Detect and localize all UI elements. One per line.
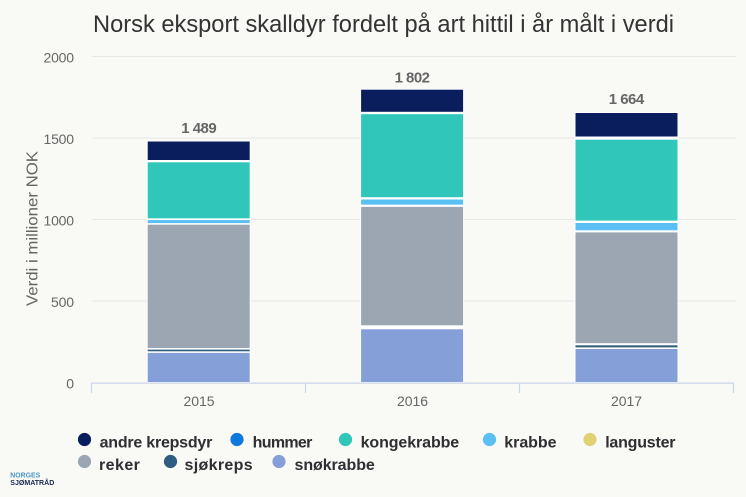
svg-text:sjøkreps: sjøkreps: [185, 457, 253, 474]
svg-text:languster: languster: [605, 434, 675, 451]
svg-text:1500: 1500: [44, 131, 75, 147]
svg-text:500: 500: [51, 294, 74, 310]
svg-text:reker: reker: [99, 457, 140, 474]
svg-text:2017: 2017: [611, 393, 642, 409]
svg-text:NORGES: NORGES: [10, 471, 40, 480]
svg-text:1 664: 1 664: [609, 91, 645, 108]
svg-text:1 802: 1 802: [395, 69, 430, 86]
svg-text:Norsk eksport skalldyr fordelt: Norsk eksport skalldyr fordelt på art hi…: [93, 11, 674, 38]
svg-text:SJØMATRÅD: SJØMATRÅD: [10, 478, 54, 487]
svg-text:2015: 2015: [184, 393, 215, 409]
svg-text:1 489: 1 489: [181, 120, 216, 137]
svg-text:kongekrabbe: kongekrabbe: [361, 434, 460, 451]
svg-text:2000: 2000: [44, 50, 75, 66]
svg-text:snøkrabbe: snøkrabbe: [295, 457, 375, 474]
svg-text:1000: 1000: [44, 213, 75, 229]
svg-text:andre krepsdyr: andre krepsdyr: [100, 434, 213, 451]
svg-text:0: 0: [66, 376, 74, 392]
svg-text:2016: 2016: [397, 393, 428, 409]
svg-text:krabbe: krabbe: [504, 434, 556, 451]
svg-text:Verdi i millioner NOK: Verdi i millioner NOK: [25, 150, 42, 306]
svg-text:hummer: hummer: [253, 434, 313, 451]
